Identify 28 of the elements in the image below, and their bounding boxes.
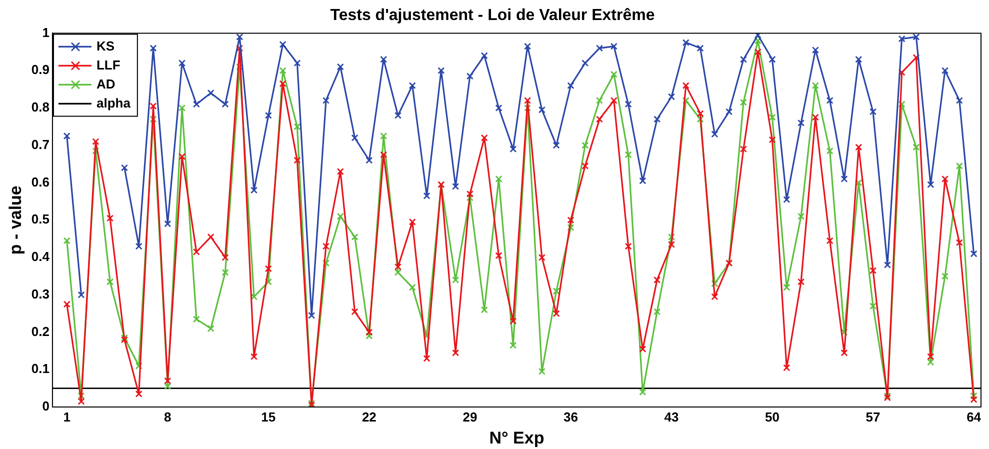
y-tick-label: 0.9 xyxy=(31,62,50,78)
x-tick-label: 8 xyxy=(164,409,172,424)
legend-label: alpha xyxy=(96,95,132,110)
x-tick-label: 36 xyxy=(563,409,578,424)
y-tick-label: 0.7 xyxy=(31,136,50,152)
legend-label: KS xyxy=(96,38,115,54)
y-tick-label: 0.2 xyxy=(31,324,50,339)
x-tick-label: 43 xyxy=(664,409,679,424)
x-tick-label: 64 xyxy=(966,409,982,424)
x-axis-title: N° Exp xyxy=(489,428,544,448)
y-tick-label: 0 xyxy=(42,398,50,414)
y-tick-label: 0.1 xyxy=(31,361,50,376)
x-tick-label: 50 xyxy=(765,409,780,424)
x-tick-label: 57 xyxy=(866,409,880,424)
y-tick-label: 0.5 xyxy=(31,212,50,227)
x-tick-label: 22 xyxy=(362,409,376,424)
x-tick-label: 29 xyxy=(462,409,478,424)
y-axis-title: p - value xyxy=(6,186,25,255)
legend-label: AD xyxy=(96,76,116,92)
x-tick-label: 15 xyxy=(261,409,276,424)
y-tick-label: 0.8 xyxy=(31,100,50,115)
y-tick-label: 1 xyxy=(42,24,50,40)
legend-label: LLF xyxy=(96,57,120,72)
y-tick-label: 0.3 xyxy=(31,286,50,302)
y-tick-label: 0.4 xyxy=(31,249,50,264)
y-tick-label: 0.6 xyxy=(31,174,50,190)
x-tick-label: 1 xyxy=(63,409,70,424)
chart-title: Tests d'ajustement - Loi de Valeur Extrême xyxy=(330,7,655,24)
